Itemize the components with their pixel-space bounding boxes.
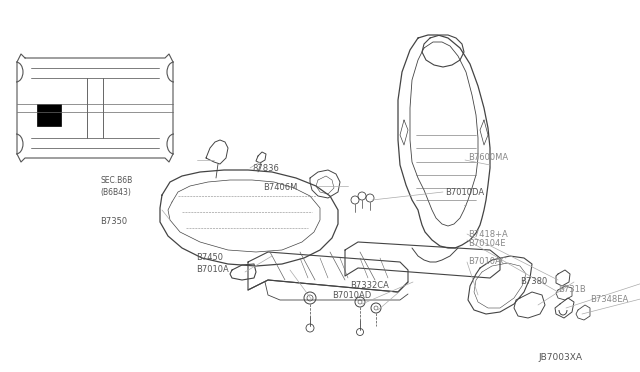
Text: B7010A: B7010A	[196, 266, 228, 275]
Text: B7380: B7380	[520, 276, 547, 285]
Text: 87836: 87836	[252, 164, 279, 173]
Text: B731B: B731B	[558, 285, 586, 295]
Text: B7600MA: B7600MA	[468, 153, 508, 161]
Text: B7450: B7450	[196, 253, 223, 262]
Text: B7010AD: B7010AD	[332, 291, 371, 299]
Text: B7010DA: B7010DA	[445, 187, 484, 196]
Text: (B6B43): (B6B43)	[100, 187, 131, 196]
Text: SEC.B6B: SEC.B6B	[100, 176, 132, 185]
Text: B7418+A: B7418+A	[468, 230, 508, 238]
Text: B7406M: B7406M	[264, 183, 298, 192]
Text: B7332CA: B7332CA	[350, 280, 389, 289]
Text: B7348EA: B7348EA	[590, 295, 628, 305]
Text: JB7003XA: JB7003XA	[538, 353, 582, 362]
Text: B70104E: B70104E	[468, 240, 506, 248]
Bar	[37, 104, 61, 126]
Text: B7350: B7350	[100, 217, 127, 225]
Text: B7010AC: B7010AC	[468, 257, 506, 266]
